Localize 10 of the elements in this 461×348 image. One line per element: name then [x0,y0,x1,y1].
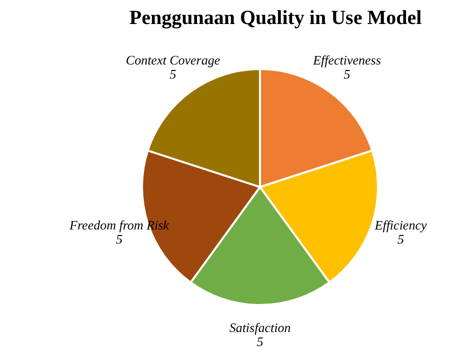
slice-label: Satisfaction [229,320,291,335]
slice-label: Efficiency [374,218,427,233]
slice-label: Effectiveness [312,52,381,68]
data-label: 5 [170,66,177,82]
data-label: 5 [116,232,123,247]
data-label: 5 [398,232,405,247]
data-label: 5 [256,334,264,348]
chart-title: Penggunaan Quality in Use Model [129,7,422,29]
data-label: 5 [344,66,351,82]
slice-label: Context Coverage [126,52,220,68]
